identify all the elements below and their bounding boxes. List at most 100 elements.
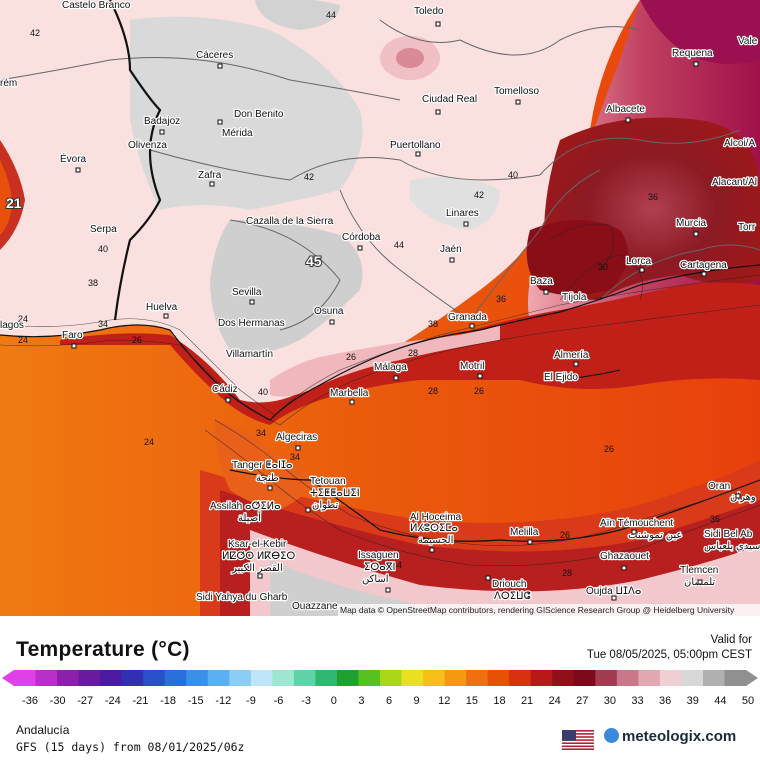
- city-label[interactable]: Cazalla de la Sierra: [245, 215, 335, 229]
- city-label[interactable]: Tanger ⵟⴰⵏⵊⴰ: [231, 459, 294, 473]
- color-scale-tick-label: -18: [160, 695, 176, 707]
- contour-label: 44: [394, 240, 404, 250]
- city-label[interactable]: سيدي بلعباس: [703, 540, 760, 554]
- city-label[interactable]: ⵍⵇⵚⵔ ⵍⴽⴱⵉⵔ: [221, 550, 297, 564]
- city-label[interactable]: ⵍⵃⵓⵙⵉⵎⴰ: [409, 522, 459, 536]
- color-swatch: [100, 670, 123, 686]
- city-label[interactable]: Granada: [447, 311, 489, 325]
- city-label[interactable]: عين تموشنت: [627, 529, 684, 543]
- city-label[interactable]: القصر الكبير: [230, 562, 284, 576]
- city-label[interactable]: Tíjola: [561, 291, 588, 305]
- city-label[interactable]: Tetouan: [309, 475, 347, 489]
- city-label[interactable]: Issaguen: [357, 549, 400, 563]
- city-label[interactable]: Mérida: [221, 127, 255, 141]
- city-label[interactable]: El Ejido: [543, 371, 580, 385]
- city-label[interactable]: أصيلة: [237, 510, 263, 526]
- color-scale-tick-label: 6: [386, 695, 392, 707]
- city-label[interactable]: Almería: [553, 349, 590, 363]
- city-label[interactable]: Jaén: [439, 243, 463, 257]
- city-label[interactable]: Tomelloso: [493, 85, 541, 99]
- city-label[interactable]: Málaga: [373, 361, 409, 375]
- contour-label: 26: [474, 386, 484, 396]
- city-label[interactable]: Marbella: [329, 387, 370, 401]
- city-label[interactable]: الحسيمة: [417, 534, 455, 548]
- city-label[interactable]: Zafra: [197, 169, 223, 183]
- city-label[interactable]: Motril: [459, 360, 486, 374]
- city-label[interactable]: rém: [0, 77, 18, 91]
- city-label[interactable]: Al Hoceima: [409, 511, 463, 525]
- city-label[interactable]: Algeciras: [275, 431, 319, 445]
- city-label[interactable]: Huelva: [145, 301, 179, 315]
- color-scale-tick-label: 0: [331, 695, 337, 707]
- city-label[interactable]: Albacete: [605, 103, 647, 117]
- city-label[interactable]: Sidi Bel Ab: [703, 528, 754, 542]
- city-label[interactable]: Ghazaouet: [599, 550, 651, 564]
- color-scale-tick-label: -21: [133, 695, 149, 707]
- city-label[interactable]: Dos Hermanas: [217, 317, 286, 331]
- city-label[interactable]: Assilah ⴰⵚⵉⵍⴰ: [209, 500, 282, 514]
- color-scale-ticks: -36 -30 -27 -24 -21 -18 -15 -12 -9 -6 -3 0 3 6 9 12 15 18…: [22, 695, 754, 707]
- city-label[interactable]: Cartagena: [679, 259, 729, 273]
- city-label[interactable]: تطوان: [311, 499, 340, 513]
- temperature-map[interactable]: 42 44 42 40 42 40 38 44 34 26 24 38 36 2…: [0, 0, 760, 616]
- us-flag-icon[interactable]: [562, 730, 594, 750]
- city-label[interactable]: Linares: [445, 207, 480, 221]
- city-label[interactable]: Badajoz: [143, 115, 182, 129]
- city-label[interactable]: ⴷⵔⵉⵡⵛ: [493, 590, 532, 604]
- contour-label: 40: [258, 387, 268, 397]
- contour-label: 40: [98, 244, 108, 254]
- city-label[interactable]: Serpa: [89, 223, 119, 237]
- city-label[interactable]: Murcia: [675, 217, 708, 231]
- contour-label: 28: [562, 568, 572, 578]
- city-label[interactable]: Tlemcen: [679, 564, 720, 578]
- map-attribution[interactable]: Map data © OpenStreetMap contributors, r…: [340, 605, 735, 615]
- brand-logo[interactable]: meteologix.com: [604, 728, 736, 745]
- city-label[interactable]: Aïn Témouchent: [599, 517, 675, 531]
- city-label[interactable]: Olivenza: [127, 139, 169, 153]
- city-label[interactable]: Baza: [529, 275, 555, 289]
- model-run: GFS (15 days) from 08/01/2025/06z: [16, 740, 245, 754]
- city-label[interactable]: Osuna: [313, 305, 345, 319]
- city-label[interactable]: Driouch: [491, 578, 528, 592]
- color-scale-tick-label: 12: [438, 695, 450, 707]
- city-label[interactable]: Ouazzane: [291, 600, 340, 614]
- city-label[interactable]: اساكن: [361, 573, 390, 587]
- city-label[interactable]: ⵉⵙⴰⴳⵏ: [363, 561, 397, 575]
- city-label[interactable]: طنجة: [255, 472, 280, 486]
- city-label[interactable]: Requena: [671, 47, 715, 61]
- city-label[interactable]: Cáceres: [195, 49, 235, 63]
- color-scale-tick-label: 9: [414, 695, 420, 707]
- strait-area: [215, 420, 320, 510]
- city-label[interactable]: Ksar-el-Kebir: [227, 538, 289, 552]
- city-label[interactable]: Faro: [61, 329, 85, 343]
- contour-label: 26: [346, 352, 356, 362]
- city-label[interactable]: Oujda ⵡⵊⴷⴰ: [585, 585, 643, 599]
- region-name: Andalucía: [16, 723, 70, 737]
- city-label[interactable]: Lorca: [625, 255, 653, 269]
- city-label[interactable]: Puertollano: [389, 139, 443, 153]
- city-label[interactable]: Sidi Yahya du Gharb: [195, 591, 289, 605]
- city-label[interactable]: Sevilla: [231, 286, 263, 300]
- color-scale-min-arrow: [2, 670, 14, 686]
- city-label[interactable]: وهران: [729, 491, 757, 505]
- contour-label: 26: [560, 530, 570, 540]
- city-label[interactable]: Córdoba: [341, 231, 382, 245]
- city-label[interactable]: Cádiz: [211, 383, 239, 397]
- color-swatch: [380, 670, 403, 686]
- city-label[interactable]: Vale: [737, 35, 759, 49]
- city-label[interactable]: Torr: [737, 221, 757, 235]
- contour-label: 40: [508, 170, 518, 180]
- city-label[interactable]: ⵜⵉⵟⵟⴰⵡⵉⵏ: [309, 487, 361, 501]
- city-label[interactable]: Évora: [59, 151, 88, 167]
- city-label[interactable]: Alacant/Al: [711, 176, 759, 190]
- city-label[interactable]: Ciudad Real: [421, 93, 479, 107]
- city-label[interactable]: Oran: [707, 480, 732, 494]
- city-label[interactable]: Toledo: [413, 5, 445, 19]
- city-label[interactable]: Villamartín: [225, 348, 275, 362]
- city-label[interactable]: Alcoi/A: [723, 137, 757, 151]
- city-label[interactable]: Castelo Branco: [61, 0, 132, 12]
- city-label[interactable]: Don Benito: [233, 108, 285, 122]
- city-label[interactable]: lagos: [0, 319, 25, 333]
- city-label[interactable]: Melilla: [509, 526, 540, 540]
- atlas-grey: [270, 560, 420, 616]
